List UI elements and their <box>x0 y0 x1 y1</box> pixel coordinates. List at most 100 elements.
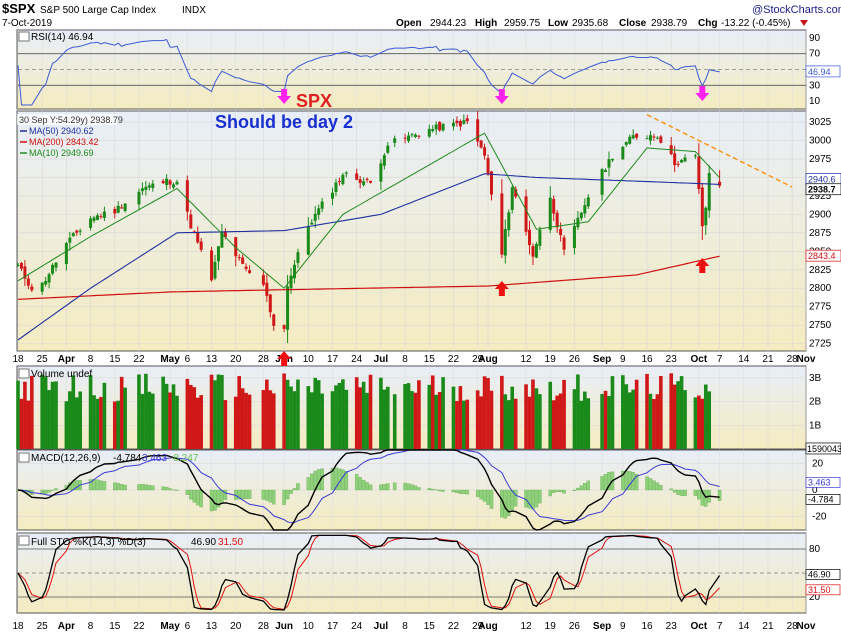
macd-histogram-bar <box>652 481 655 490</box>
volume-bar <box>331 391 335 449</box>
macd-histogram-bar <box>51 490 54 491</box>
chg-label: Chg <box>698 18 717 29</box>
macd-histogram-bar <box>189 490 192 499</box>
price-bar-body <box>200 241 203 249</box>
volume-bar <box>562 380 566 449</box>
macd-histogram-bar <box>435 490 438 491</box>
volume-bar <box>165 384 169 449</box>
volume-bar <box>548 382 552 449</box>
volume-bar <box>586 398 590 449</box>
x-tick-label-bottom: 28 <box>258 621 270 632</box>
macd-histogram-bar <box>148 485 151 490</box>
macd-histogram-bar <box>144 485 147 490</box>
x-tick-label: Apr <box>58 354 75 365</box>
price-bar-body <box>393 138 396 143</box>
volume-bar <box>383 390 387 449</box>
macd-histogram-bar <box>96 480 99 490</box>
macd-histogram-bar <box>580 486 583 490</box>
macd-histogram-bar <box>365 482 368 490</box>
price-bar-body <box>379 163 382 181</box>
volume-bar <box>583 392 587 449</box>
price-bar-body <box>480 141 483 148</box>
volume-bar <box>659 376 663 449</box>
annotation-title: SPX <box>296 91 332 111</box>
macd-histogram-bar <box>113 483 116 490</box>
volume-bar <box>673 385 677 449</box>
x-tick-label-bottom: 23 <box>666 621 678 632</box>
volume-bar <box>414 393 418 449</box>
legend-box <box>19 32 29 41</box>
x-tick-label: 8 <box>402 354 408 365</box>
volume-bar <box>199 395 203 449</box>
price-tick-label: 2825 <box>809 265 832 276</box>
volume-bar <box>317 380 321 449</box>
volume-bar <box>362 382 366 449</box>
price-tick-label: 2900 <box>809 209 832 220</box>
x-tick-label: Sep <box>593 354 611 365</box>
price-bar-body <box>632 135 635 138</box>
x-tick-label: 9 <box>620 354 626 365</box>
price-bar-body <box>466 118 469 121</box>
cursor-readout: 30 Sep Y:54.29y) 2938.79 <box>19 115 123 125</box>
price-bar-body <box>162 181 165 183</box>
price-bar-body <box>487 158 490 174</box>
volume-bar <box>16 381 20 449</box>
price-bar-body <box>334 183 337 192</box>
volume-bar <box>510 387 514 449</box>
macd-histogram-bar <box>438 490 441 491</box>
macd-histogram-bar <box>103 481 106 490</box>
price-bar-body <box>41 283 44 292</box>
volume-bar <box>462 401 466 449</box>
x-tick-label: 28 <box>258 354 270 365</box>
macd-histogram-bar <box>359 477 362 490</box>
macd-histogram-bar <box>659 485 662 490</box>
price-bar-body <box>355 173 358 179</box>
macd-histogram-bar <box>341 470 344 490</box>
volume-bar <box>434 395 438 449</box>
x-tick-label: 22 <box>133 354 145 365</box>
volume-bar <box>538 394 542 449</box>
volume-bar <box>248 395 252 449</box>
macd-histogram-bar <box>535 490 538 507</box>
macd-histogram-bar <box>677 490 680 495</box>
macd-histogram-bar <box>670 489 673 490</box>
volume-bar <box>75 397 79 449</box>
price-bar-body <box>455 121 458 123</box>
price-bar-body <box>556 213 559 228</box>
x-tick-label-bottom: Oct <box>691 621 708 632</box>
x-tick-label: 17 <box>327 354 339 365</box>
low-label: Low <box>548 18 568 29</box>
volume-bar <box>99 397 103 449</box>
sto-legend-d: 31.50 <box>218 537 243 548</box>
volume-bar <box>40 375 44 449</box>
macd-histogram-bar <box>697 490 700 499</box>
volume-bar <box>313 378 317 449</box>
price-panel <box>17 111 806 351</box>
price-bar-body <box>680 160 683 163</box>
stockcharts-logo: @StockCharts.com <box>752 4 841 16</box>
x-tick-label: 24 <box>351 354 363 365</box>
volume-bar <box>310 392 314 449</box>
x-tick-label-bottom: Aug <box>478 621 497 632</box>
volume-bar <box>465 400 469 449</box>
price-bar-body <box>459 121 462 126</box>
price-bar-body <box>535 244 538 258</box>
price-bar-body <box>65 243 68 264</box>
macd-histogram-bar <box>168 489 171 490</box>
price-bar-body <box>120 207 123 208</box>
volume-bar <box>683 390 687 449</box>
price-bar-body <box>369 181 372 183</box>
price-bar-body <box>113 209 116 214</box>
sto-tick-label: 80 <box>809 544 821 555</box>
price-tick-label: 2775 <box>809 302 832 313</box>
volume-bar <box>580 401 584 449</box>
x-tick-label-bottom: 25 <box>37 621 49 632</box>
macd-histogram-bar <box>241 490 244 499</box>
price-bar-body <box>559 229 562 235</box>
ma10-legend: MA(10) 2949.69 <box>29 148 94 158</box>
volume-bar <box>137 374 141 449</box>
macd-histogram-bar <box>296 483 299 490</box>
volume-bar <box>486 378 490 449</box>
volume-bar <box>600 394 604 449</box>
